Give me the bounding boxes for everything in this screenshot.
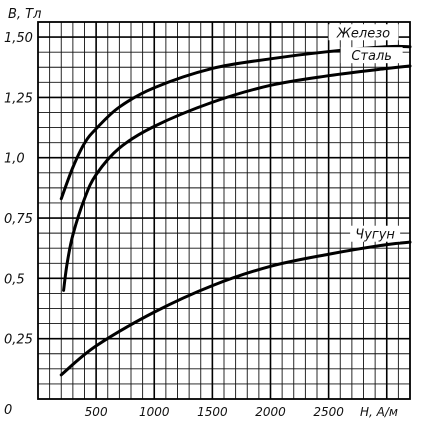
y-tick-label: 0,75 (4, 212, 33, 227)
x-tick-label: 500 (85, 405, 108, 419)
x-tick-label: 2500 (313, 405, 344, 419)
plot-border (37, 21, 411, 400)
series-label-bg-steel (340, 47, 403, 64)
series-line-steel (62, 64, 412, 292)
series-label-steel: Сталь (351, 49, 392, 64)
y-tick-label: 0,25 (4, 333, 33, 348)
x-tick-label: 1500 (197, 405, 228, 419)
series-label-cast-iron: Чугун (355, 228, 395, 243)
series-line-cast-iron (59, 240, 412, 377)
grid-minor-lines (38, 22, 410, 399)
y-axis-label: B, Тл (8, 7, 41, 22)
x-tick-label: 1000 (139, 405, 170, 419)
y-tick-label: 1,0 (4, 152, 25, 167)
series-label-iron: Железо (336, 26, 390, 41)
y-tick-labels: 0,25 0,5 0,75 1,0 1,25 1,50 (4, 31, 33, 348)
plot-frame (37, 21, 411, 400)
x-tick-label: 2000 (255, 405, 286, 419)
x-axis-label: H, A/м (360, 405, 398, 419)
x-tick-labels: 500 1000 1500 2000 2500 (85, 405, 345, 419)
curve-labels: Железо Сталь Чугун (328, 24, 403, 243)
y-tick-label: 1,50 (4, 31, 33, 46)
origin-label: 0 (4, 403, 12, 418)
series-label-bg-iron (328, 24, 399, 41)
y-tick-label: 0,5 (4, 272, 25, 287)
y-tick-label: 1,25 (4, 91, 33, 106)
series-label-bg-cast-iron (350, 225, 401, 242)
